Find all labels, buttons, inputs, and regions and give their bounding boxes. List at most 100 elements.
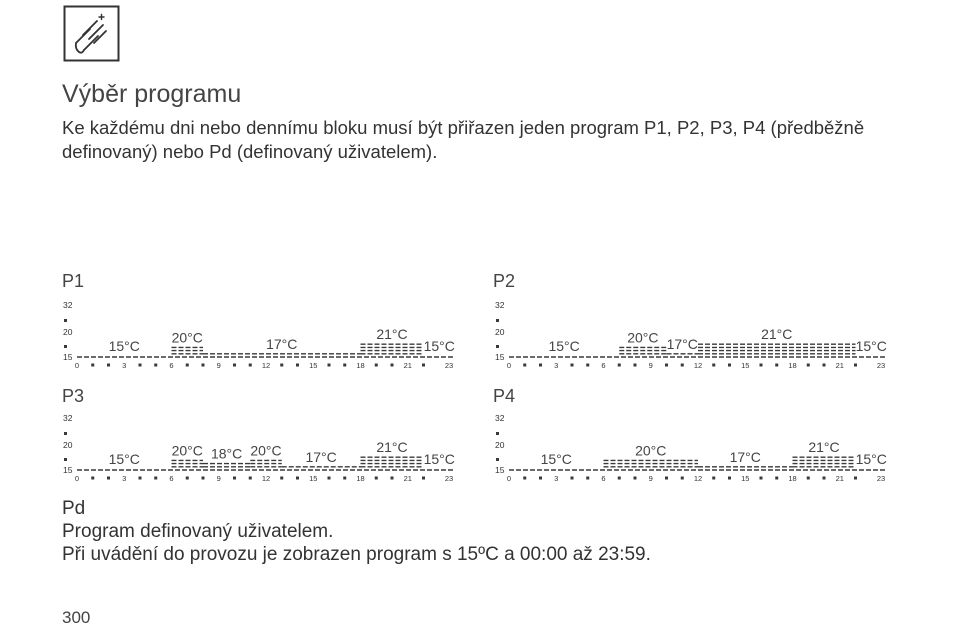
program-label-p3: P3	[62, 386, 85, 406]
temperature-label: 21°C	[808, 439, 839, 455]
hour-marker	[422, 363, 425, 367]
y-axis-label: 20	[63, 327, 73, 337]
hour-marker	[248, 476, 252, 480]
temperature-label: 20°C	[250, 442, 281, 458]
hour-tick-label: 9	[217, 474, 221, 483]
hour-marker	[107, 476, 110, 480]
hour-marker	[138, 476, 142, 480]
temperature-label: 20°C	[635, 442, 666, 458]
temperature-label: 17°C	[667, 336, 698, 352]
temperature-label: 21°C	[376, 326, 407, 342]
hour-marker	[680, 476, 684, 480]
hour-tick-label: 15	[741, 361, 749, 370]
hour-marker	[296, 363, 299, 367]
hour-marker	[91, 476, 95, 480]
y-axis-label: 32	[495, 413, 505, 423]
hour-marker	[523, 363, 527, 367]
hour-tick-label: 18	[788, 361, 796, 370]
hour-marker	[91, 363, 95, 367]
y-axis-marker	[496, 345, 499, 348]
hour-tick-label: 0	[75, 474, 79, 483]
hour-marker	[759, 363, 763, 367]
hour-marker	[806, 476, 810, 480]
y-axis-marker	[64, 345, 67, 348]
hour-marker	[822, 476, 826, 480]
hour-tick-label: 3	[554, 474, 558, 483]
hour-tick-label: 12	[694, 361, 702, 370]
hour-marker	[233, 476, 236, 480]
hour-marker	[107, 363, 110, 367]
hour-tick-label: 23	[445, 474, 453, 483]
hour-tick-label: 23	[445, 361, 453, 370]
hour-tick-label: 12	[262, 361, 270, 370]
program-label-p2: P2	[493, 271, 516, 291]
y-axis-label: 15	[495, 465, 505, 475]
hour-tick-label: 15	[741, 474, 749, 483]
y-axis-label: 32	[63, 300, 73, 310]
hour-marker	[539, 363, 542, 367]
hour-marker	[665, 363, 668, 367]
hour-marker	[712, 363, 716, 367]
hour-tick-label: 21	[404, 361, 412, 370]
hour-tick-label: 3	[554, 361, 558, 370]
intro-line-1: Ke každému dni nebo dennímu bloku musí b…	[62, 117, 865, 138]
temperature-label: 18°C	[211, 446, 242, 462]
hour-tick-label: 6	[169, 361, 173, 370]
hour-marker	[586, 476, 590, 480]
hour-marker	[822, 363, 826, 367]
temperature-label: 15°C	[109, 338, 140, 354]
y-axis-marker	[64, 319, 67, 322]
hour-marker	[806, 363, 810, 367]
hour-tick-label: 6	[601, 474, 605, 483]
hour-marker	[680, 363, 684, 367]
hour-marker	[728, 476, 731, 480]
temperature-label: 21°C	[761, 326, 792, 342]
intro-text: Ke každému dni nebo dennímu bloku musí b…	[62, 116, 922, 164]
hour-marker	[570, 476, 574, 480]
temperature-label: 15°C	[856, 338, 887, 354]
hour-marker	[633, 476, 637, 480]
y-axis-label: 32	[63, 413, 73, 423]
hour-marker	[586, 363, 590, 367]
hour-marker	[280, 363, 284, 367]
pd-line-2: Při uvádění do provozu je zobrazen progr…	[62, 544, 651, 565]
program-chart-p1: 32 20 15 15°C 20°C 17°C 21°C 15°C 0 3 6 9 12 15 18 21 23	[63, 300, 455, 370]
y-axis-marker	[64, 458, 67, 461]
hour-marker	[712, 476, 716, 480]
hour-marker	[233, 363, 236, 367]
hour-marker	[523, 476, 527, 480]
hour-tick-label: 23	[877, 474, 885, 483]
hour-marker	[775, 476, 779, 480]
hour-tick-label: 21	[836, 474, 844, 483]
pd-description: Pd Program definovaný uživatelem. Při uv…	[62, 497, 651, 566]
hour-tick-label: 6	[601, 361, 605, 370]
hour-marker	[248, 363, 252, 367]
hour-marker	[374, 476, 378, 480]
y-axis-label: 20	[495, 440, 505, 450]
pd-label: Pd	[62, 498, 86, 519]
temperature-label: 17°C	[266, 336, 297, 352]
temperature-label: 15°C	[109, 451, 140, 467]
hour-marker	[154, 476, 158, 480]
hour-tick-label: 0	[507, 361, 511, 370]
hour-marker	[201, 476, 205, 480]
hour-marker	[617, 476, 621, 480]
hour-tick-label: 21	[404, 474, 412, 483]
hand-touch-icon	[63, 5, 120, 62]
y-axis-label: 15	[495, 352, 505, 362]
hour-marker	[185, 363, 189, 367]
y-axis-marker	[64, 432, 67, 435]
hour-tick-label: 3	[122, 474, 126, 483]
hour-marker	[374, 363, 378, 367]
hour-tick-label: 12	[262, 474, 270, 483]
y-axis-label: 20	[63, 440, 73, 450]
hour-marker	[854, 476, 857, 480]
temperature-label: 15°C	[548, 338, 579, 354]
hour-marker	[327, 363, 331, 367]
hour-tick-label: 3	[122, 361, 126, 370]
intro-line-2: definovaný) nebo Pd (definovaný uživatel…	[62, 141, 438, 162]
program-label-p4: P4	[493, 386, 516, 406]
hour-marker	[296, 476, 299, 480]
y-axis-label: 15	[63, 352, 73, 362]
hour-marker	[422, 476, 425, 480]
